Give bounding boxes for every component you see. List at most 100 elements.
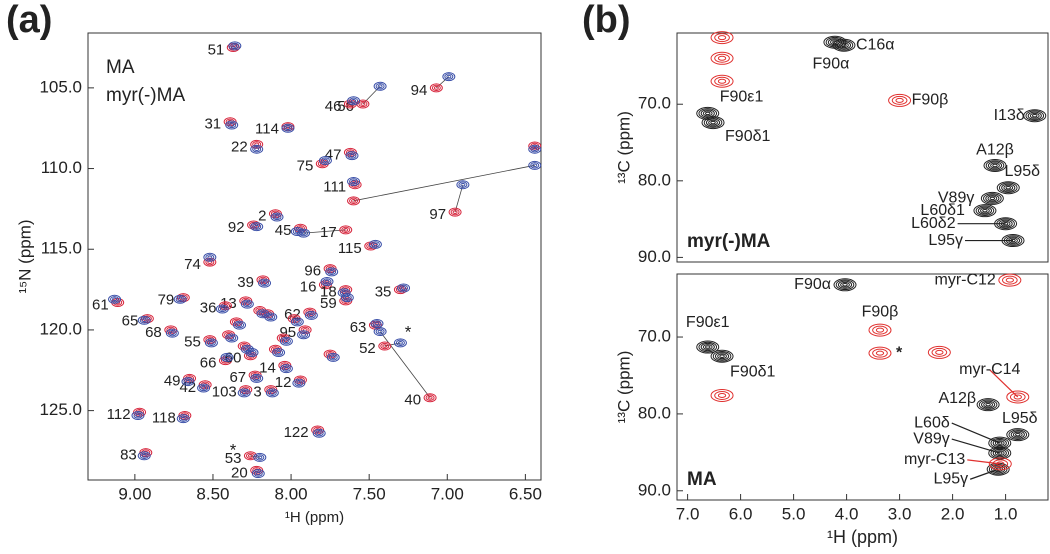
peak-label: myr-C14 xyxy=(959,361,1020,378)
contour-ring xyxy=(241,391,247,395)
contour-ring xyxy=(327,268,337,275)
contour-ring xyxy=(1005,186,1011,190)
peak-label: 122 xyxy=(284,424,309,441)
contour-ring xyxy=(131,410,145,420)
contour-ring xyxy=(985,160,1005,171)
peak xyxy=(203,252,217,262)
contour-ring xyxy=(717,35,727,41)
contour-ring xyxy=(702,110,713,117)
contour-ring xyxy=(382,344,388,348)
peak xyxy=(312,428,326,438)
contour-ring xyxy=(351,98,357,103)
peak xyxy=(237,388,251,398)
peak xyxy=(220,352,234,362)
contour-ring xyxy=(980,191,1004,205)
contour-ring xyxy=(299,229,309,237)
x-tick-label: 5.0 xyxy=(782,504,806,523)
contour-ring xyxy=(301,231,307,235)
contour-ring xyxy=(175,296,185,303)
contour-ring xyxy=(228,41,242,51)
peak xyxy=(181,377,195,387)
peak-label: 20 xyxy=(231,464,248,481)
contour-ring xyxy=(237,323,243,327)
leader-line xyxy=(967,459,1001,465)
contour-ring xyxy=(255,454,265,461)
contour-ring xyxy=(317,160,327,167)
contour-ring xyxy=(708,119,718,126)
contour-ring xyxy=(1010,430,1025,439)
contour-ring xyxy=(696,106,720,120)
contour-ring xyxy=(714,390,730,400)
peak xyxy=(345,151,359,161)
contour-ring xyxy=(260,279,270,287)
peak-label: 79 xyxy=(158,292,175,309)
contour-ring xyxy=(992,449,1007,458)
contour-ring xyxy=(272,348,286,358)
contour-ring xyxy=(530,146,540,153)
annotation: * xyxy=(230,440,237,459)
peak xyxy=(233,320,247,330)
contour-ring xyxy=(252,375,262,382)
contour-ring xyxy=(268,315,274,319)
peak xyxy=(973,204,997,218)
contour-ring xyxy=(137,451,151,461)
contour-ring xyxy=(975,205,995,216)
contour-ring xyxy=(181,377,195,387)
contour-ring xyxy=(239,389,249,397)
contour-ring xyxy=(875,350,885,356)
peak xyxy=(710,349,734,363)
peak xyxy=(343,99,357,109)
contour-ring xyxy=(368,239,382,249)
contour-ring xyxy=(988,446,1012,460)
contour-ring xyxy=(1013,394,1022,400)
peak-label: myr-C13 xyxy=(904,451,965,468)
contour-ring xyxy=(219,307,225,311)
peak xyxy=(823,35,847,49)
x-tick-label: 6.0 xyxy=(729,504,753,523)
peak xyxy=(983,158,1007,172)
y-tick-label: 90.0 xyxy=(638,247,671,266)
contour-ring xyxy=(199,384,209,392)
contour-ring xyxy=(254,224,260,229)
peak xyxy=(868,346,892,360)
contour-ring xyxy=(222,354,232,361)
peak xyxy=(176,414,190,424)
contour-ring xyxy=(347,96,361,106)
peak-label: 51 xyxy=(208,41,225,58)
contour-ring xyxy=(205,254,215,261)
contour-ring xyxy=(985,402,991,407)
contour-ring xyxy=(270,212,284,222)
y-axis-label: ¹³C (ppm) xyxy=(614,111,633,184)
contour-ring xyxy=(1009,392,1026,402)
contour-ring xyxy=(1027,111,1042,120)
peak-label: L95δ xyxy=(1004,163,1040,180)
contour-ring xyxy=(1003,184,1014,191)
peak-label: 45 xyxy=(275,222,292,239)
contour-ring xyxy=(296,381,302,386)
y-tick-label: 125.0 xyxy=(39,400,82,419)
contour-ring xyxy=(254,376,260,381)
leader-line xyxy=(951,438,1000,454)
contour-ring xyxy=(224,355,230,360)
contour-ring xyxy=(278,334,288,342)
contour-ring xyxy=(375,83,385,90)
contour-ring xyxy=(997,441,1003,445)
peak-label: 115 xyxy=(338,240,362,257)
contour-ring xyxy=(240,344,254,354)
contour-ring xyxy=(320,157,330,164)
contour-ring xyxy=(347,196,361,206)
contour-ring xyxy=(994,440,1005,447)
contour-ring xyxy=(232,44,238,48)
peak xyxy=(888,93,912,107)
contour-ring xyxy=(714,352,730,361)
y-tick-label: 115.0 xyxy=(41,239,82,258)
peak xyxy=(696,106,720,120)
contour-ring xyxy=(714,33,730,43)
peak xyxy=(250,222,264,232)
contour-ring xyxy=(528,144,542,154)
peak-label: 17 xyxy=(320,224,337,241)
spectrum-label: myr(-)MA xyxy=(687,231,771,252)
contour-ring xyxy=(344,295,350,300)
contour-ring xyxy=(987,195,998,202)
contour-ring xyxy=(235,321,245,329)
